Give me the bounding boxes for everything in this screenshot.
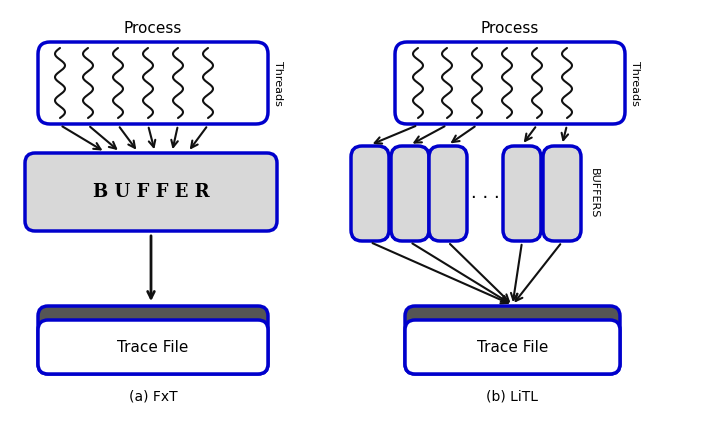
FancyBboxPatch shape [405,320,620,374]
FancyBboxPatch shape [25,153,277,231]
FancyBboxPatch shape [38,320,268,374]
FancyBboxPatch shape [38,306,268,374]
Text: Process: Process [481,21,539,36]
Text: B U F F E R: B U F F E R [93,183,209,201]
Text: (b) LiTL: (b) LiTL [486,390,538,404]
Text: Process: Process [124,21,182,36]
Text: . . .: . . . [471,184,499,202]
FancyBboxPatch shape [543,146,581,241]
Text: Threads: Threads [273,60,283,106]
Text: Trace File: Trace File [117,339,188,354]
Text: (a) FxT: (a) FxT [129,390,177,404]
FancyBboxPatch shape [395,42,625,124]
FancyBboxPatch shape [503,146,541,241]
Text: BUFFERS: BUFFERS [589,168,599,219]
FancyBboxPatch shape [429,146,467,241]
FancyBboxPatch shape [38,42,268,124]
FancyBboxPatch shape [391,146,429,241]
Text: Trace File: Trace File [477,339,548,354]
FancyBboxPatch shape [351,146,389,241]
FancyBboxPatch shape [405,306,620,374]
Text: Threads: Threads [630,60,640,106]
